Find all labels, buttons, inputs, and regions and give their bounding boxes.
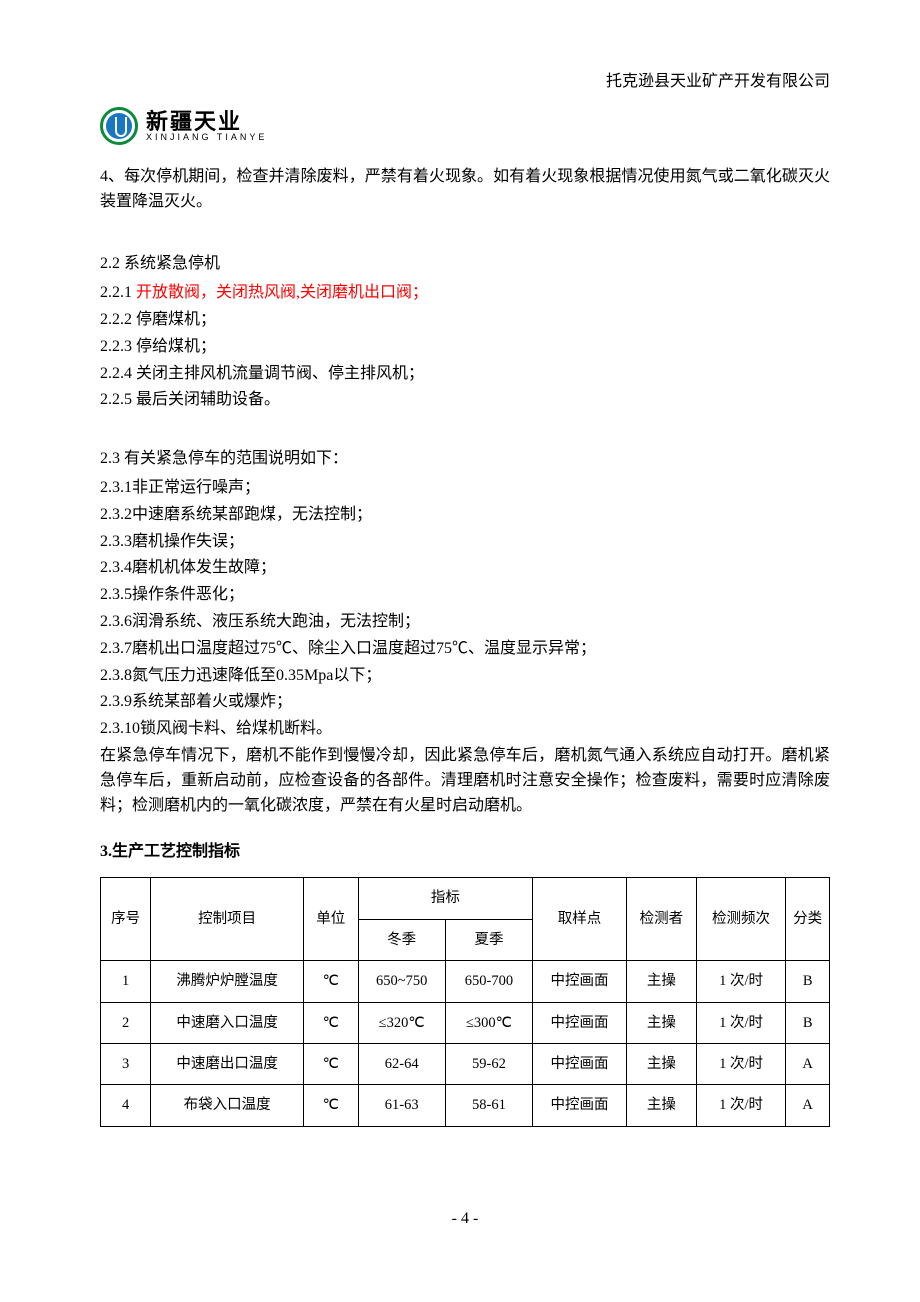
item-2-3-9: 2.3.9系统某部着火或爆炸； (100, 690, 830, 715)
th-point: 取样点 (533, 878, 627, 961)
cell-winter: 62-64 (358, 1044, 445, 1085)
heading-2-3: 2.3 有关紧急停车的范围说明如下： (100, 447, 830, 472)
cell-who: 主操 (626, 1085, 696, 1126)
item-2-3-7: 2.3.7磨机出口温度超过75℃、除尘入口温度超过75℃、温度显示异常； (100, 637, 830, 662)
cell-cat: A (786, 1085, 830, 1126)
table-row: 4 布袋入口温度 ℃ 61-63 58-61 中控画面 主操 1 次/时 A (101, 1085, 830, 1126)
logo-en: XINJIANG TIANYE (146, 133, 267, 142)
cell-summer: 650-700 (445, 961, 532, 1002)
cell-freq: 1 次/时 (696, 961, 785, 1002)
cell-freq: 1 次/时 (696, 1002, 785, 1043)
heading-2-2: 2.2 系统紧急停机 (100, 252, 830, 277)
item-2-3-10: 2.3.10锁风阀卡料、给煤机断料。 (100, 717, 830, 742)
cell-freq: 1 次/时 (696, 1085, 785, 1126)
th-seq: 序号 (101, 878, 151, 961)
item-2-3-8: 2.3.8氮气压力迅速降低至0.35Mpa以下； (100, 664, 830, 689)
cell-point: 中控画面 (533, 1002, 627, 1043)
cell-item: 中速磨出口温度 (151, 1044, 304, 1085)
logo-cn: 新疆天业 (146, 110, 267, 133)
cell-point: 中控画面 (533, 1085, 627, 1126)
th-indicator: 指标 (358, 878, 533, 919)
cell-cat: B (786, 1002, 830, 1043)
logo-text: 新疆天业 XINJIANG TIANYE (146, 110, 267, 143)
cell-item: 布袋入口温度 (151, 1085, 304, 1126)
th-freq: 检测频次 (696, 878, 785, 961)
cell-unit: ℃ (303, 1044, 358, 1085)
th-who: 检测者 (626, 878, 696, 961)
cell-unit: ℃ (303, 961, 358, 1002)
th-summer: 夏季 (445, 919, 532, 960)
cell-who: 主操 (626, 961, 696, 1002)
cell-winter: 650~750 (358, 961, 445, 1002)
cell-unit: ℃ (303, 1085, 358, 1126)
cell-cat: B (786, 961, 830, 1002)
th-winter: 冬季 (358, 919, 445, 960)
th-item: 控制项目 (151, 878, 304, 961)
item-2-3-5: 2.3.5操作条件恶化； (100, 583, 830, 608)
cell-point: 中控画面 (533, 1044, 627, 1085)
table-row: 1 沸腾炉炉膛温度 ℃ 650~750 650-700 中控画面 主操 1 次/… (101, 961, 830, 1002)
cell-who: 主操 (626, 1044, 696, 1085)
company-logo: 新疆天业 XINJIANG TIANYE (100, 107, 830, 145)
item-2-2-3: 2.2.3 停给煤机； (100, 335, 830, 360)
table-header-row-1: 序号 控制项目 单位 指标 取样点 检测者 检测频次 分类 (101, 878, 830, 919)
paragraph-4: 4、每次停机期间，检查并清除废料，严禁有着火现象。如有着火现象根据情况使用氮气或… (100, 165, 830, 215)
cell-summer: ≤300℃ (445, 1002, 532, 1043)
th-cat: 分类 (786, 878, 830, 961)
item-2-2-1: 2.2.1 开放散阀，关闭热风阀,关闭磨机出口阀； (100, 281, 830, 306)
cell-seq: 3 (101, 1044, 151, 1085)
heading-3: 3.生产工艺控制指标 (100, 840, 830, 865)
item-2-2-5: 2.2.5 最后关闭辅助设备。 (100, 388, 830, 413)
header-company-name: 托克逊县天业矿产开发有限公司 (100, 70, 830, 95)
table-row: 3 中速磨出口温度 ℃ 62-64 59-62 中控画面 主操 1 次/时 A (101, 1044, 830, 1085)
item-2-3-3: 2.3.3磨机操作失误； (100, 530, 830, 555)
cell-who: 主操 (626, 1002, 696, 1043)
cell-seq: 2 (101, 1002, 151, 1043)
cell-point: 中控画面 (533, 961, 627, 1002)
item-2-3-4: 2.3.4磨机机体发生故障； (100, 556, 830, 581)
cell-winter: ≤320℃ (358, 1002, 445, 1043)
item-2-2-1-num: 2.2.1 (100, 284, 136, 301)
table-body: 1 沸腾炉炉膛温度 ℃ 650~750 650-700 中控画面 主操 1 次/… (101, 961, 830, 1127)
item-2-3-2: 2.3.2中速磨系统某部跑煤，无法控制； (100, 503, 830, 528)
cell-item: 中速磨入口温度 (151, 1002, 304, 1043)
cell-freq: 1 次/时 (696, 1044, 785, 1085)
cell-item: 沸腾炉炉膛温度 (151, 961, 304, 1002)
cell-winter: 61-63 (358, 1085, 445, 1126)
item-2-2-1-text: 开放散阀，关闭热风阀,关闭磨机出口阀； (136, 284, 428, 301)
cell-unit: ℃ (303, 1002, 358, 1043)
cell-summer: 59-62 (445, 1044, 532, 1085)
table-row: 2 中速磨入口温度 ℃ ≤320℃ ≤300℃ 中控画面 主操 1 次/时 B (101, 1002, 830, 1043)
control-indicators-table: 序号 控制项目 单位 指标 取样点 检测者 检测频次 分类 冬季 夏季 1 沸腾… (100, 877, 830, 1127)
page-number: - 4 - (100, 1207, 830, 1232)
logo-mark-icon (100, 107, 138, 145)
cell-summer: 58-61 (445, 1085, 532, 1126)
item-2-3-1: 2.3.1非正常运行噪声； (100, 476, 830, 501)
cell-cat: A (786, 1044, 830, 1085)
item-2-3-6: 2.3.6润滑系统、液压系统大跑油，无法控制； (100, 610, 830, 635)
th-unit: 单位 (303, 878, 358, 961)
paragraph-2-3-tail: 在紧急停车情况下，磨机不能作到慢慢冷却，因此紧急停车后，磨机氮气通入系统应自动打… (100, 744, 830, 818)
item-2-2-4: 2.2.4 关闭主排风机流量调节阀、停主排风机； (100, 362, 830, 387)
item-2-2-2: 2.2.2 停磨煤机； (100, 308, 830, 333)
cell-seq: 1 (101, 961, 151, 1002)
cell-seq: 4 (101, 1085, 151, 1126)
